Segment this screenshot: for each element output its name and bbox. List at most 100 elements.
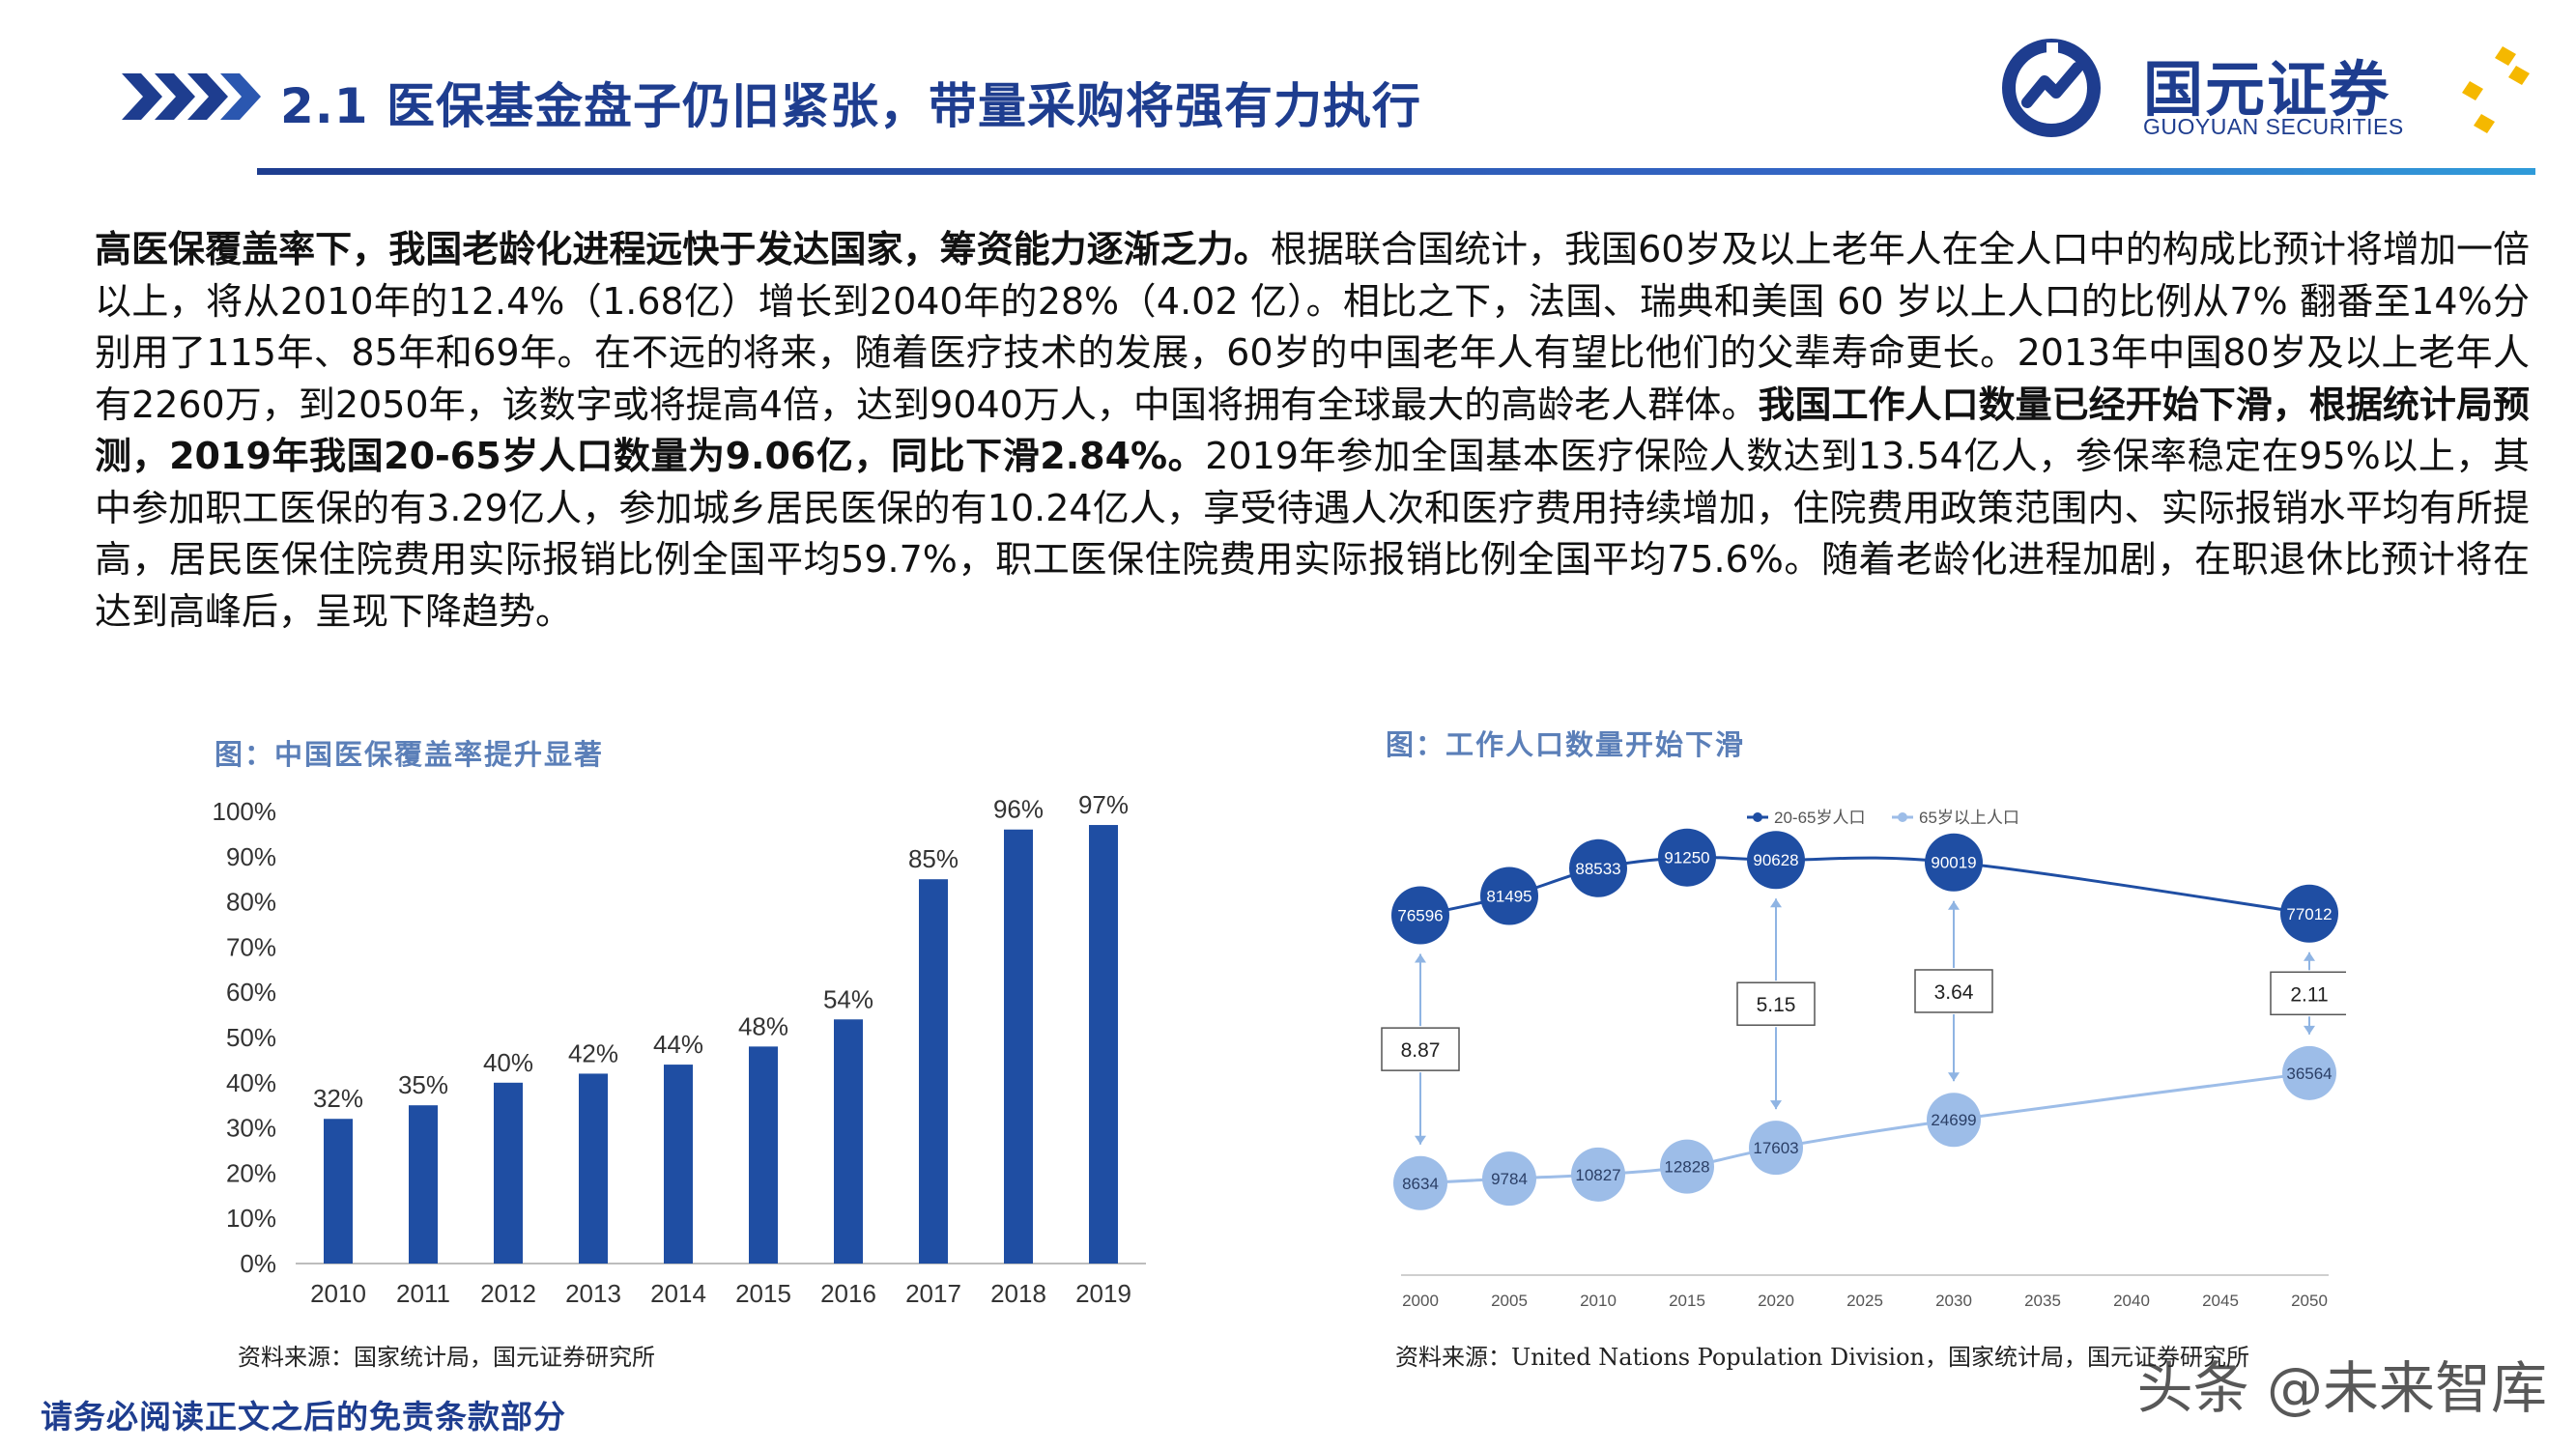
y-tick-label: 10%	[226, 1204, 276, 1233]
bar	[1004, 829, 1033, 1264]
arrow-head-up	[1415, 953, 1426, 963]
x-tick-label: 2020	[1758, 1292, 1794, 1310]
x-tick-label: 2015	[1669, 1292, 1705, 1310]
data-label: 54%	[823, 984, 873, 1013]
data-point	[2280, 884, 2338, 943]
y-tick-label: 40%	[226, 1068, 276, 1097]
data-label: 36564	[2286, 1065, 2332, 1083]
bar	[579, 1073, 608, 1264]
legend-label: 65岁以上人口	[1919, 809, 2019, 827]
bar	[1089, 825, 1118, 1264]
watermark: 头条 @未来智库	[2136, 1355, 2547, 1421]
data-label: 10827	[1575, 1166, 1620, 1184]
data-label: 76596	[1397, 906, 1443, 924]
bar	[324, 1119, 353, 1264]
x-tick-label: 2010	[1580, 1292, 1617, 1310]
page-title: 2.1 医保基金盘子仍旧紧张，带量采购将强有力执行	[280, 78, 1421, 134]
data-label: 17603	[1753, 1139, 1798, 1157]
body-paragraph: 高医保覆盖率下，我国老龄化进程远快于发达国家，筹资能力逐渐乏力。根据联合国统计，…	[95, 224, 2530, 638]
x-tick-label: 2000	[1402, 1292, 1439, 1310]
bold-highlight: 我国工作人口数量已经开始下滑，根据统计局预测，2019年我国20-65岁人口数量…	[95, 383, 2530, 478]
data-point	[1482, 1151, 1536, 1207]
x-tick-label: 2010	[310, 1279, 366, 1308]
x-tick-label: 2018	[990, 1279, 1046, 1308]
ratio-label: 3.64	[1934, 981, 1974, 1004]
bold-lead: 高医保覆盖率下，我国老龄化进程远快于发达国家，筹资能力逐渐乏力。	[95, 228, 1271, 270]
arrow-head-up	[1948, 900, 1960, 910]
brand-accent-squares-icon	[2462, 46, 2530, 133]
data-point	[1925, 833, 1983, 892]
y-tick-label: 90%	[226, 842, 276, 871]
data-point	[1569, 838, 1627, 897]
x-tick-label: 2011	[396, 1279, 450, 1308]
series-line	[1419, 1071, 2310, 1185]
x-tick-label: 2030	[1935, 1292, 1972, 1310]
x-tick-label: 2012	[480, 1279, 536, 1308]
legend-marker	[1753, 812, 1762, 822]
data-point	[1660, 1139, 1714, 1194]
brand-name-cn: 国元证券	[2143, 54, 2391, 125]
data-point	[1391, 886, 1449, 945]
y-tick-label: 50%	[226, 1023, 276, 1052]
data-point	[1927, 1093, 1981, 1148]
data-label: 40%	[483, 1048, 533, 1077]
data-label: 81495	[1486, 888, 1531, 906]
ratio-annotation: 2.11	[2270, 952, 2346, 1035]
y-tick-label: 100%	[213, 797, 277, 826]
population-line-chart: 20-65岁人口 65岁以上人口 2000 2005 2010 2015 2020 2025 2…	[1381, 809, 2346, 1310]
guoyuan-logo-icon	[2002, 39, 2101, 137]
data-point	[1571, 1147, 1625, 1202]
legend: 20-65岁人口 65岁以上人口	[1747, 809, 2019, 827]
y-tick-label: 70%	[226, 932, 276, 961]
data-label: 44%	[653, 1030, 703, 1059]
data-label: 42%	[568, 1038, 618, 1067]
data-label: 88533	[1575, 860, 1620, 878]
arrow-head-up	[1770, 898, 1782, 908]
figure1-source: 资料来源：国家统计局，国元证券研究所	[238, 1344, 655, 1371]
disclaimer-text: 请务必阅读正文之后的免责条款部分	[41, 1398, 566, 1435]
paragraph-text: 根据联合国统计，我国60岁及以上老年人在全人口中的构成比预计将增加一倍以上，将从…	[95, 228, 2530, 426]
data-point	[1480, 867, 1538, 925]
bar	[834, 1019, 863, 1264]
data-label: 77012	[2286, 905, 2332, 923]
x-tick-label: 2015	[735, 1279, 791, 1308]
bar	[494, 1082, 523, 1264]
brand-logo: 国元证券 GUOYUAN SECURITIES	[1998, 29, 2539, 145]
legend-marker	[1898, 812, 1907, 822]
y-tick-label: 80%	[226, 888, 276, 917]
data-label: 9784	[1491, 1170, 1528, 1188]
data-label: 35%	[398, 1070, 448, 1099]
arrow-head-down	[1415, 1135, 1426, 1145]
series-line	[1419, 855, 2310, 917]
x-tick-label: 2045	[2202, 1292, 2239, 1310]
y-tick-label: 0%	[240, 1249, 276, 1278]
data-label: 97%	[1078, 790, 1129, 819]
ratio-label: 2.11	[2290, 983, 2328, 1006]
data-point	[1393, 1155, 1447, 1210]
data-label: 24699	[1931, 1111, 1976, 1129]
x-tick-label: 2040	[2113, 1292, 2150, 1310]
arrow-head-down	[2304, 1025, 2315, 1035]
x-tick-label: 2014	[650, 1279, 706, 1308]
x-tick-label: 2017	[905, 1279, 961, 1308]
arrow-head-down	[1770, 1100, 1782, 1110]
x-tick-label: 2019	[1075, 1279, 1131, 1308]
figure2-caption: 图：工作人口数量开始下滑	[1386, 728, 1746, 761]
bar	[409, 1105, 438, 1264]
data-point	[1749, 1121, 1803, 1176]
data-label: 8634	[1402, 1175, 1439, 1193]
x-tick-label: 2025	[1846, 1292, 1883, 1310]
ratio-box	[1914, 969, 1993, 1013]
data-label: 96%	[993, 795, 1044, 824]
data-label: 91250	[1664, 849, 1709, 867]
ratio-label: 8.87	[1401, 1039, 1441, 1062]
data-label: 90628	[1753, 851, 1798, 869]
bar	[749, 1046, 778, 1264]
data-point	[1658, 828, 1716, 887]
paragraph-text-2: 2019年参加全国基本医疗保险人数达到13.54亿人，参保率稳定在95%以上，其…	[95, 435, 2530, 633]
bar	[919, 879, 948, 1264]
y-tick-label: 60%	[226, 978, 276, 1007]
data-label: 90019	[1931, 854, 1976, 872]
data-label: 32%	[313, 1084, 363, 1113]
ratio-annotation: 5.15	[1736, 898, 1816, 1110]
